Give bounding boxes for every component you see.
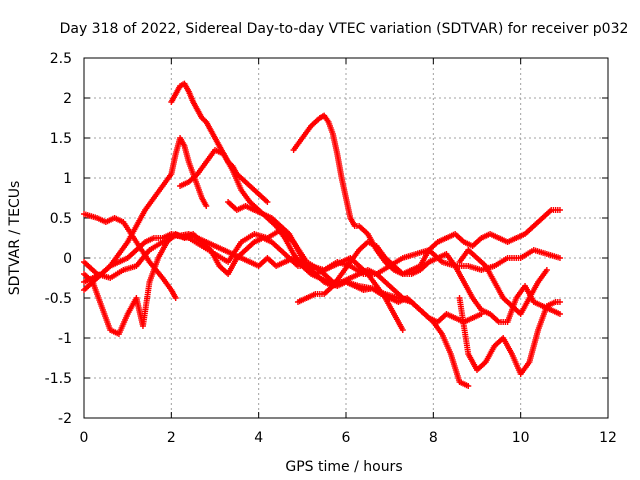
data-point [172, 295, 179, 301]
data-point [543, 267, 550, 273]
series-track-5 [81, 135, 210, 293]
y-tick-label: -2 [58, 411, 72, 427]
y-tick-label: 1 [63, 171, 72, 187]
y-axis-label: SDTVAR / TECUs [7, 181, 23, 296]
y-axis-ticks: -2 -1.5 -1 -0.5 0 0.5 1 1.5 2 2.5 [45, 51, 608, 427]
chart-title: Day 318 of 2022, Sidereal Day-to-day VTE… [60, 21, 629, 37]
series-track-10 [294, 207, 563, 305]
data-point [465, 383, 472, 389]
data-point [556, 299, 563, 305]
x-tick-label: 2 [167, 430, 176, 446]
x-tick-label: 12 [599, 430, 617, 446]
y-tick-label: 0.5 [50, 211, 72, 227]
x-tick-label: 6 [342, 430, 351, 446]
data-point [203, 203, 210, 209]
data-points [81, 80, 563, 389]
y-tick-label: 2 [63, 91, 72, 107]
x-axis-label: GPS time / hours [285, 459, 402, 475]
grid-lines [84, 58, 608, 418]
data-point [399, 327, 406, 333]
y-tick-label: -1 [58, 331, 72, 347]
y-tick-label: -1.5 [45, 371, 72, 387]
series-track-11 [456, 295, 563, 377]
y-tick-label: 1.5 [50, 131, 72, 147]
data-point [556, 207, 563, 213]
x-tick-label: 4 [254, 430, 263, 446]
y-tick-label: 0 [63, 251, 72, 267]
x-tick-label: 10 [512, 430, 530, 446]
data-point [264, 199, 271, 205]
y-tick-label: 2.5 [50, 51, 72, 67]
x-axis-ticks: 0 2 4 6 8 10 12 [80, 58, 617, 446]
data-point [556, 311, 563, 317]
x-tick-label: 0 [80, 430, 89, 446]
data-point [556, 255, 563, 261]
series-track-6 [168, 80, 271, 205]
series-track-12 [456, 247, 550, 317]
y-tick-label: -0.5 [45, 291, 72, 307]
x-tick-label: 8 [429, 430, 438, 446]
